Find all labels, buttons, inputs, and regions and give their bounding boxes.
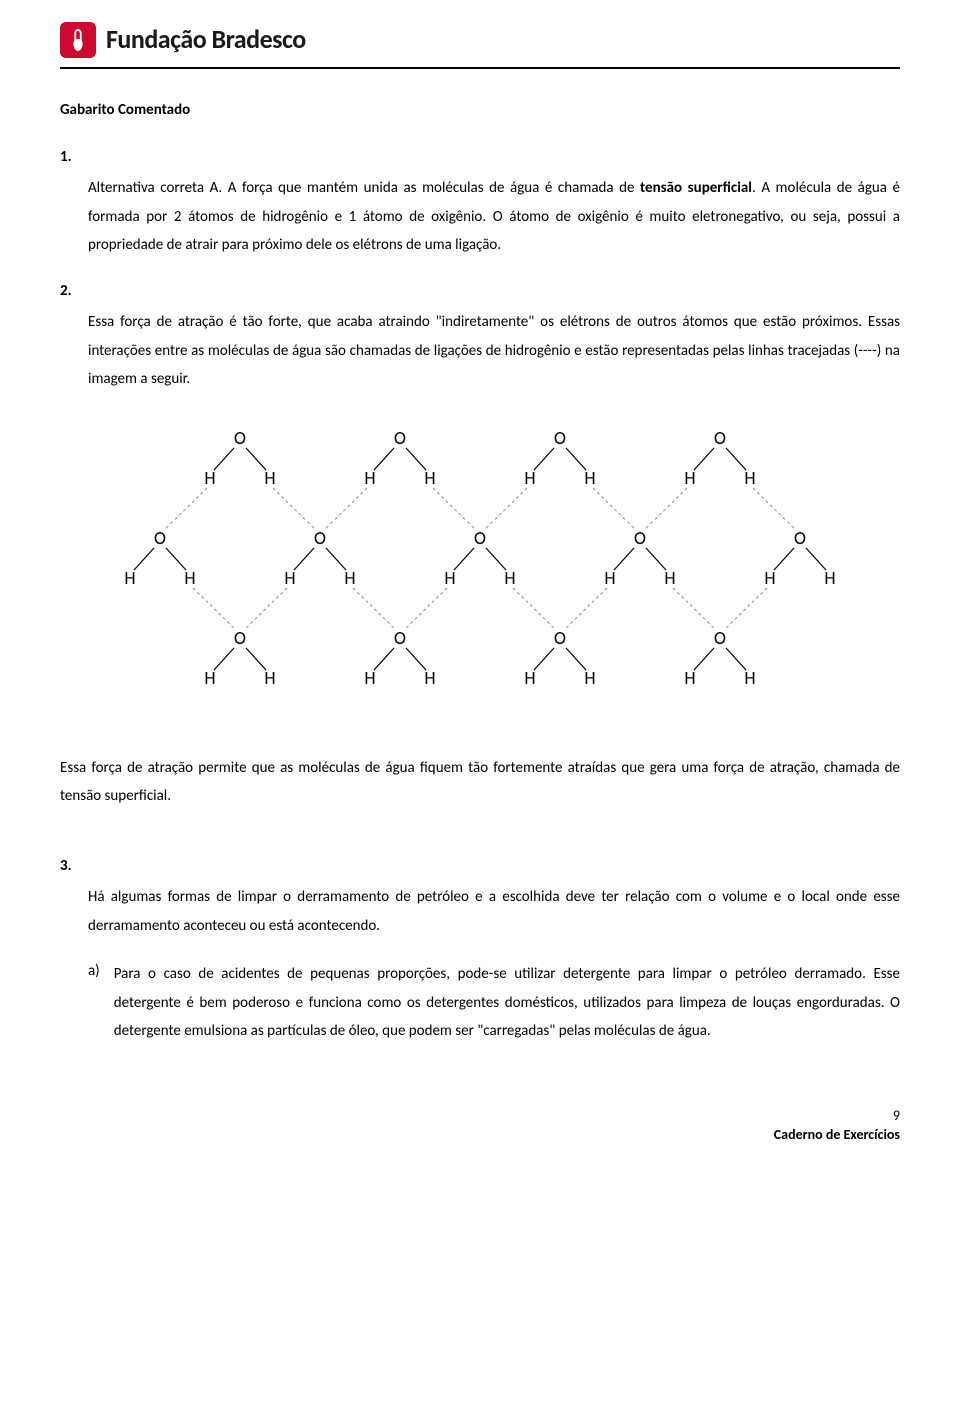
svg-text:H: H	[284, 567, 295, 589]
svg-text:O: O	[154, 527, 166, 549]
footer-title: Caderno de Exercícios	[774, 1126, 900, 1143]
svg-text:H: H	[744, 467, 755, 489]
item-a-body: Para o caso de acidentes de pequenas pro…	[114, 960, 900, 1046]
svg-text:H: H	[764, 567, 775, 589]
question-1-number: 1.	[60, 146, 900, 169]
svg-text:O: O	[554, 427, 566, 449]
svg-text:H: H	[664, 567, 675, 589]
svg-text:H: H	[744, 667, 755, 689]
svg-text:O: O	[234, 627, 246, 649]
svg-text:H: H	[684, 667, 695, 689]
svg-text:H: H	[424, 467, 435, 489]
page-number: 9	[60, 1106, 900, 1126]
svg-text:H: H	[444, 567, 455, 589]
svg-text:O: O	[314, 527, 326, 549]
svg-text:O: O	[714, 627, 726, 649]
svg-text:O: O	[634, 527, 646, 549]
svg-text:H: H	[124, 567, 135, 589]
svg-text:H: H	[504, 567, 515, 589]
question-1-body: Alternativa correta A. A força que manté…	[60, 174, 900, 260]
question-2-body: Essa força de atração é tão forte, que a…	[60, 308, 900, 394]
question-3-item-a: a) Para o caso de acidentes de pequenas …	[60, 960, 900, 1046]
question-2-number: 2.	[60, 280, 900, 303]
svg-text:H: H	[604, 567, 615, 589]
page-footer: 9 Caderno de Exercícios	[60, 1106, 900, 1145]
svg-text:H: H	[524, 467, 535, 489]
svg-text:H: H	[204, 667, 215, 689]
question-3-intro: Há algumas formas de limpar o derramamen…	[60, 883, 900, 940]
svg-text:O: O	[394, 627, 406, 649]
svg-text:H: H	[524, 667, 535, 689]
svg-text:O: O	[474, 527, 486, 549]
svg-text:O: O	[794, 527, 806, 549]
hydrogen-bond-diagram: OOOOHHHHHHHHOOOOOHHHHHHHHHHOOOOHHHHHHHH	[110, 424, 850, 714]
q1-text-a: Alternativa correta A. A força que manté…	[88, 179, 640, 197]
svg-text:H: H	[364, 467, 375, 489]
svg-text:H: H	[424, 667, 435, 689]
svg-text:O: O	[714, 427, 726, 449]
svg-text:H: H	[364, 667, 375, 689]
item-a-marker: a)	[88, 960, 100, 1046]
svg-text:H: H	[264, 467, 275, 489]
svg-text:O: O	[234, 427, 246, 449]
svg-text:H: H	[204, 467, 215, 489]
svg-text:O: O	[554, 627, 566, 649]
q1-bold: tensão superficial	[640, 179, 752, 197]
page-header: Fundação Bradesco	[60, 20, 900, 69]
svg-text:H: H	[264, 667, 275, 689]
svg-text:O: O	[394, 427, 406, 449]
post-diagram-text: Essa força de atração permite que as mol…	[60, 754, 900, 811]
svg-text:H: H	[684, 467, 695, 489]
svg-text:H: H	[584, 667, 595, 689]
svg-text:H: H	[824, 567, 835, 589]
section-title: Gabarito Comentado	[60, 99, 900, 122]
svg-text:H: H	[584, 467, 595, 489]
svg-text:H: H	[344, 567, 355, 589]
svg-text:H: H	[184, 567, 195, 589]
brand-logo-icon	[60, 22, 96, 58]
brand-name: Fundação Bradesco	[106, 20, 306, 59]
question-3-number: 3.	[60, 855, 900, 878]
